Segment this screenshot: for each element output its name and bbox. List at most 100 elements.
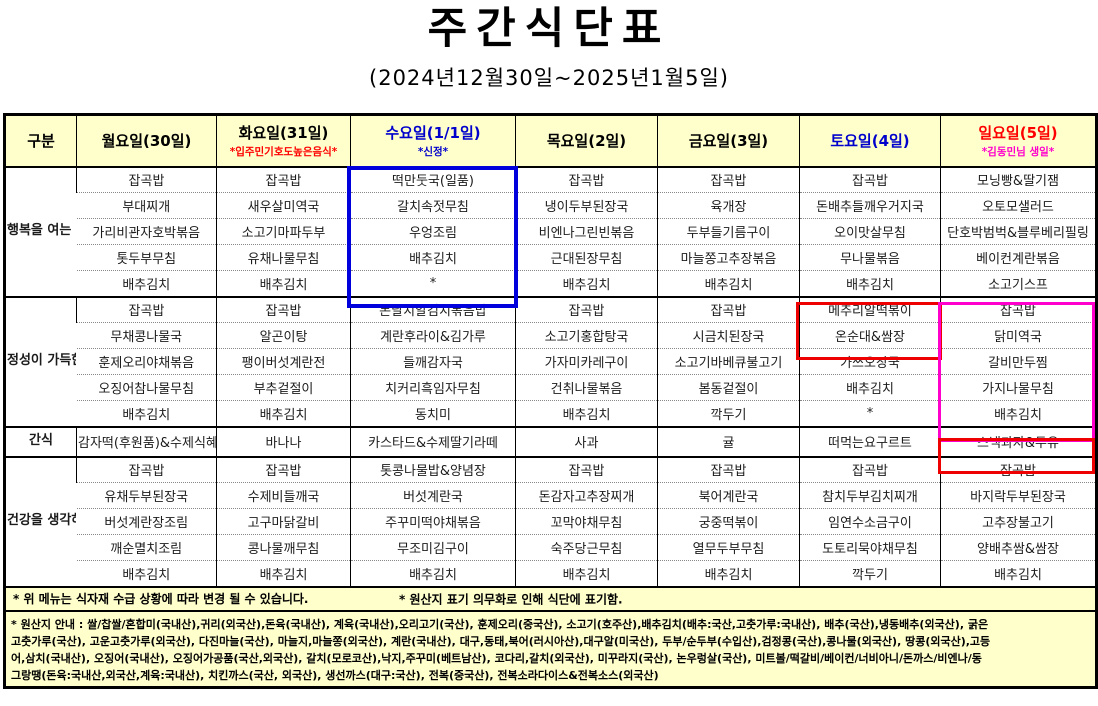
menu-cell: 배추김치 xyxy=(76,270,217,297)
day-subnote: *신정* xyxy=(417,146,449,159)
menu-cell: 깨순멸치조림 xyxy=(76,534,217,561)
menu-cell: 메추리알떡볶이 xyxy=(799,295,941,323)
table-row: 배추김치 배추김치 배추김치 배추김치 배추김치 깍두기 배추김치 xyxy=(5,560,1097,587)
menu-cell: 깍두기 xyxy=(799,560,941,587)
menu-cell: 깍두기 xyxy=(657,400,800,427)
menu-cell: 스낵과자&두유 xyxy=(940,425,1097,457)
menu-cell: 잡곡밥 xyxy=(799,165,941,193)
menu-cell: 돈배추들깨우거지국 xyxy=(799,192,941,219)
menu-cell: 치커리흑임자무침 xyxy=(350,374,516,401)
menu-cell: 알곤이탕 xyxy=(216,322,351,349)
menu-cell: 오이맛살무침 xyxy=(799,218,941,245)
table-row: 깨순멸치조림 콩나물깨무침 무조미김구이 숙주당근무침 열무두부무침 도토리묵야… xyxy=(5,534,1097,561)
menu-change-note: * 위 메뉴는 식자재 수급 상황에 따라 변경 될 수 있습니다. xyxy=(13,592,309,606)
day-header-thursday: 목요일(2일) xyxy=(515,114,658,167)
menu-cell: 카스타드&수제딸기라떼 xyxy=(350,425,516,457)
menu-cell: 사과 xyxy=(515,425,658,457)
menu-cell: 배추김치 xyxy=(657,560,800,587)
menu-cell: 소고기홍합탕국 xyxy=(515,322,658,349)
table-row: 부대찌개 새우살미역국 갈치속젓무침 냉이두부된장국 육개장 돈배추들깨우거지국… xyxy=(5,192,1097,219)
menu-cell: 훈제오리야채볶음 xyxy=(76,348,217,375)
menu-cell: 유채나물무침 xyxy=(216,244,351,271)
table-row: 톳두부무침 유채나물무침 배추김치 근대된장무침 마늘쫑고추장볶음 무나물볶음 … xyxy=(5,244,1097,271)
menu-cell: 들깨감자국 xyxy=(350,348,516,375)
menu-cell: 귤 xyxy=(657,425,800,457)
origin-labeling-note: * 원산지 표기 의무화로 인해 식단에 표기함. xyxy=(399,592,623,606)
menu-cell: 가쓰오장국 xyxy=(799,348,941,375)
menu-cell: 잡곡밥 xyxy=(515,165,658,193)
menu-cell: 봄동겉절이 xyxy=(657,374,800,401)
menu-cell: 시금치된장국 xyxy=(657,322,800,349)
day-subnote: *김동민님 생일* xyxy=(981,146,1055,159)
menu-cell: 배추김치 xyxy=(799,270,941,297)
menu-cell: 돈감자고추장찌개 xyxy=(515,482,658,509)
menu-cell: 배추김치 xyxy=(940,560,1097,587)
menu-cell: 소고기스프 xyxy=(940,270,1097,297)
menu-cell: 톳두부무침 xyxy=(76,244,217,271)
menu-cell: 궁중떡볶이 xyxy=(657,508,800,535)
menu-cell: 마늘쫑고추장볶음 xyxy=(657,244,800,271)
menu-cell: 잡곡밥 xyxy=(216,165,351,193)
menu-cell: 배추김치 xyxy=(76,560,217,587)
table-row: 훈제오리야채볶음 팽이버섯계란전 들깨감자국 가자미카레구이 소고기바베큐불고기… xyxy=(5,348,1097,375)
menu-cell: 열무두부무침 xyxy=(657,534,800,561)
notes-row: * 위 메뉴는 식자재 수급 상황에 따라 변경 될 수 있습니다. * 원산지… xyxy=(4,585,1097,611)
table-row: 정성이 가득한 점심 잡곡밥 잡곡밥 돈날치알김치볶음밥 잡곡밥 잡곡밥 메추리… xyxy=(4,295,1097,427)
menu-cell: 새우살미역국 xyxy=(216,192,351,219)
origin-line: * 원산지 안내 : 쌀/찹쌀/혼합미(국내산),귀리(외국산),돈육(국내산)… xyxy=(11,617,989,631)
menu-cell: 고추장불고기 xyxy=(940,508,1097,535)
menu-cell: 잡곡밥 xyxy=(216,455,351,483)
menu-cell: 잡곡밥 xyxy=(940,295,1097,323)
menu-cell: 모닝빵&딸기잼 xyxy=(940,165,1097,193)
menu-cell: 배추김치 xyxy=(515,560,658,587)
menu-cell: 우엉조림 xyxy=(350,218,516,245)
menu-cell: 배추김치 xyxy=(76,400,217,427)
day-header-tuesday: 화요일(31일) *입주민기호도높은음식* xyxy=(216,114,351,167)
menu-cell: 배추김치 xyxy=(515,400,658,427)
section-label-breakfast: 행복을 여는 아침 xyxy=(4,165,77,297)
menu-cell: * xyxy=(350,270,516,297)
menu-cell: 팽이버섯계란전 xyxy=(216,348,351,375)
menu-cell: 근대된장무침 xyxy=(515,244,658,271)
menu-cell: 떠먹는요구르트 xyxy=(799,425,941,457)
menu-cell: 가자미카레구이 xyxy=(515,348,658,375)
menu-table: 구분 월요일(30일) 화요일(31일) *입주민기호도높은음식* 수요일(1/1… xyxy=(3,113,1098,689)
table-row: 무채콩나물국 알곤이탕 계란후라이&김가루 소고기홍합탕국 시금치된장국 온순대… xyxy=(5,322,1097,349)
day-header-monday: 월요일(30일) xyxy=(76,114,217,167)
menu-cell: 냉이두부된장국 xyxy=(515,192,658,219)
menu-cell: 두부들기름구이 xyxy=(657,218,800,245)
menu-cell: 배추김치 xyxy=(216,270,351,297)
menu-cell: 참치두부김치찌개 xyxy=(799,482,941,509)
menu-cell: 육개장 xyxy=(657,192,800,219)
menu-cell: 가리비관자호박볶음 xyxy=(76,218,217,245)
menu-cell: 톳콩나물밥&양념장 xyxy=(350,455,516,483)
menu-cell: 동치미 xyxy=(350,400,516,427)
menu-cell: 잡곡밥 xyxy=(76,295,217,323)
menu-cell: 버섯계란장조림 xyxy=(76,508,217,535)
menu-cell: 비엔나그린빈볶음 xyxy=(515,218,658,245)
menu-cell: 무나물볶음 xyxy=(799,244,941,271)
menu-cell: 양배추쌈&쌈장 xyxy=(940,534,1097,561)
menu-cell: * xyxy=(799,400,941,427)
menu-cell: 바나나 xyxy=(216,425,351,457)
menu-cell: 돈날치알김치볶음밥 xyxy=(350,295,516,323)
menu-cell: 소고기마파두부 xyxy=(216,218,351,245)
table-row: 유채두부된장국 수제비들깨국 버섯계란국 돈감자고추장찌개 북어계란국 참치두부… xyxy=(5,482,1097,509)
menu-cell: 버섯계란국 xyxy=(350,482,516,509)
menu-cell: 부대찌개 xyxy=(76,192,217,219)
menu-cell: 배추김치 xyxy=(350,244,516,271)
menu-cell: 잡곡밥 xyxy=(657,295,800,323)
menu-cell: 잡곡밥 xyxy=(76,455,217,483)
menu-cell: 수제비들깨국 xyxy=(216,482,351,509)
menu-cell: 감자떡(후원품)&수제식혜 xyxy=(76,425,217,457)
menu-cell: 잡곡밥 xyxy=(515,455,658,483)
menu-cell: 건취나물볶음 xyxy=(515,374,658,401)
menu-cell: 고구마닭갈비 xyxy=(216,508,351,535)
menu-cell: 잡곡밥 xyxy=(657,455,800,483)
menu-cell: 단호박범벅&블루베리필링 xyxy=(940,218,1097,245)
menu-cell: 배추김치 xyxy=(799,374,941,401)
origin-line: 고춧가루(국산), 고운고춧가루(외국산), 다진마늘(국산), 마늘지,마늘쫑… xyxy=(11,634,991,648)
menu-cell: 떡만둣국(일품) xyxy=(350,165,516,193)
menu-cell: 배추김치 xyxy=(515,270,658,297)
header-row: 구분 월요일(30일) 화요일(31일) *입주민기호도높은음식* 수요일(1/1… xyxy=(4,114,1097,167)
